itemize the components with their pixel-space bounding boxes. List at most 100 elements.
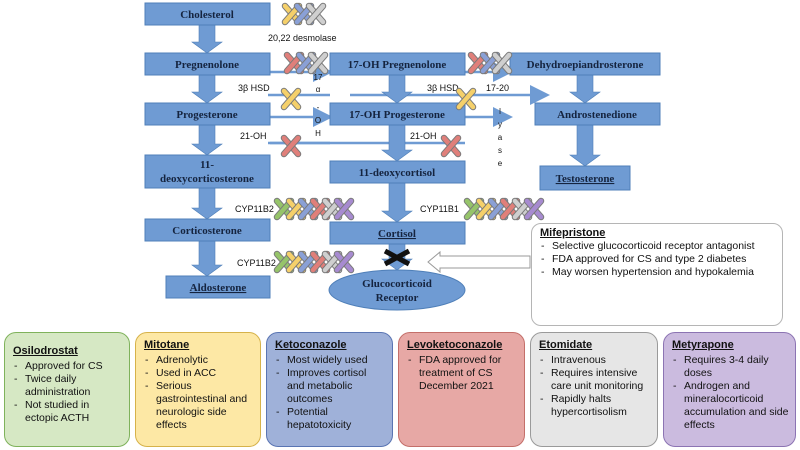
node-11-deoxycortisol xyxy=(329,160,466,184)
card-item: Improves cortisol and metabolic outcomes xyxy=(275,367,386,406)
mifepristone-item: May worsen hypertension and hypokalemia xyxy=(540,266,774,279)
arrow-pregnenolone-progesterone xyxy=(191,73,223,104)
card-levoketoconazole: Levoketoconazole FDA approved for treatm… xyxy=(398,332,525,447)
node-glucocorticoid-receptor xyxy=(328,269,466,311)
arrow-deoxycortisol-cortisol xyxy=(381,182,413,223)
node-testosterone xyxy=(539,165,631,191)
inhibition-x-etomidate xyxy=(307,51,329,75)
arrow-doc-corticosterone xyxy=(191,187,223,220)
card-item: Requires 3-4 daily doses xyxy=(672,354,789,380)
node-pregnenolone xyxy=(144,52,271,76)
enzyme-lyase-2: a xyxy=(498,133,503,142)
inhibition-x-mitotane xyxy=(455,87,477,111)
receptor-block-icon xyxy=(383,248,411,267)
card-ketoconazole: Ketoconazole Most widely used Improves c… xyxy=(266,332,393,447)
card-item: Rapidly halts hypercortisolism xyxy=(539,393,651,419)
node-deoxycorticosterone xyxy=(144,154,271,189)
enzyme-desmolase: 20,22 desmolase xyxy=(268,33,337,43)
node-17oh-pregnenolone xyxy=(329,52,466,76)
card-item: Intravenous xyxy=(539,354,651,367)
enzyme-17a-oh-0: 17 xyxy=(314,73,323,82)
node-deoxycorticosterone-label-1: 11- xyxy=(200,159,214,171)
enzyme-cyp11b2-a: CYP11B2 xyxy=(235,204,274,214)
card-title: Osilodrostat xyxy=(13,345,78,357)
inhibition-x-etomidate xyxy=(491,51,513,75)
node-cholesterol-label: Cholesterol xyxy=(180,9,234,21)
enzyme-3bhsd-right: 3β HSD xyxy=(427,83,459,93)
node-corticosterone xyxy=(144,218,271,242)
mifepristone-item: Selective glucocorticoid receptor antago… xyxy=(540,240,774,253)
card-etomidate: Etomidate Intravenous Requires intensive… xyxy=(530,332,658,447)
mifepristone-arrow xyxy=(427,250,531,274)
enzyme-cyp11b1: CYP11B1 xyxy=(420,204,459,214)
card-item: Most widely used xyxy=(275,354,386,367)
node-receptor-label-2: Receptor xyxy=(376,292,419,304)
card-title: Ketoconazole xyxy=(275,339,347,351)
mifepristone-callout: Mifepristone Selective glucocorticoid re… xyxy=(531,223,783,326)
node-corticosterone-label: Corticosterone xyxy=(172,225,242,237)
node-17oh-pregnenolone-label: 17-OH Pregnenolone xyxy=(348,59,447,71)
inhibition-x-metyrapone xyxy=(523,197,545,221)
arrow-cholesterol-pregnenolone xyxy=(191,23,223,54)
node-progesterone-label: Progesterone xyxy=(176,109,237,121)
card-item: Used in ACC xyxy=(144,367,254,380)
inhibition-x-levoketoconazole xyxy=(280,134,302,158)
inhibition-x-etomidate xyxy=(305,2,327,26)
node-cortisol-label: Cortisol xyxy=(378,228,416,240)
arrow-progesterone-doc xyxy=(191,123,223,156)
card-osilodrostat: Osilodrostat Approved for CS Twice daily… xyxy=(4,332,130,447)
card-title: Mitotane xyxy=(144,339,190,351)
arrow-androstenedione-testosterone xyxy=(569,123,601,167)
card-item: Twice daily administration xyxy=(13,373,123,399)
enzyme-21oh-left: 21-OH xyxy=(240,131,267,141)
card-item: Androgen and mineralocorticoid accumulat… xyxy=(672,380,789,432)
node-aldosterone-label: Aldosterone xyxy=(190,282,247,294)
arrow-17ohprog-deoxycortisol xyxy=(381,123,413,162)
enzyme-cyp11b2-b: CYP11B2 xyxy=(237,258,276,268)
node-aldosterone xyxy=(165,275,271,299)
node-androstenedione-label: Androstenedione xyxy=(557,109,637,121)
enzyme-lyase-4: e xyxy=(498,159,503,168)
inhibition-x-levoketoconazole xyxy=(440,134,462,158)
enzyme-lyase-3: s xyxy=(498,146,502,155)
card-item: Requires intensive care unit monitoring xyxy=(539,367,651,393)
node-17oh-progesterone-label: 17-OH Progesterone xyxy=(349,109,445,121)
inhibition-x-mitotane xyxy=(280,87,302,111)
card-title: Etomidate xyxy=(539,339,593,351)
card-mitotane: Mitotane Adrenolytic Used in ACC Serious… xyxy=(135,332,261,447)
card-title: Levoketoconazole xyxy=(407,339,503,351)
card-item: Not studied in ectopic ACTH xyxy=(13,399,123,425)
card-title: Metyrapone xyxy=(672,339,734,351)
card-item: Adrenolytic xyxy=(144,354,254,367)
arrow-dhea-androstenedione xyxy=(569,73,601,104)
node-pregnenolone-label: Pregnenolone xyxy=(175,59,239,71)
card-item: Approved for CS xyxy=(13,360,123,373)
mifepristone-title: Mifepristone xyxy=(540,227,606,239)
card-item: FDA approved for treatment of CS Decembe… xyxy=(407,354,518,393)
enzyme-lyase-1: y xyxy=(498,120,502,129)
node-dhea-label: Dehydroepiandrosterone xyxy=(527,59,644,71)
node-receptor-label-1: Glucocorticoid xyxy=(362,278,432,290)
enzyme-lyase-0: l xyxy=(499,107,501,116)
enzyme-17-20: 17-20 xyxy=(486,83,509,93)
node-17oh-progesterone xyxy=(329,102,466,126)
enzyme-17a-oh-1: α xyxy=(316,85,321,94)
enzyme-21oh-right: 21-OH xyxy=(410,131,437,141)
node-progesterone xyxy=(144,102,271,126)
enzyme-17a-oh-3: O xyxy=(315,116,321,125)
node-dhea xyxy=(509,52,661,76)
card-metyrapone: Metyrapone Requires 3-4 daily doses Andr… xyxy=(663,332,796,447)
node-deoxycorticosterone-label-2: deoxycorticosterone xyxy=(160,173,254,185)
enzyme-17a-oh-4: H xyxy=(315,129,321,138)
node-androstenedione xyxy=(534,102,661,126)
enzyme-17a-oh-2: - xyxy=(317,103,320,112)
node-cholesterol xyxy=(144,2,271,26)
node-11-deoxycortisol-label: 11-deoxycortisol xyxy=(359,167,435,179)
node-cortisol xyxy=(329,221,466,245)
inhibition-x-metyrapone xyxy=(333,197,355,221)
mifepristone-item: FDA approved for CS and type 2 diabetes xyxy=(540,253,774,266)
arrow-17ohpreg-17ohprog xyxy=(381,73,413,104)
card-item: Potential hepatotoxicity xyxy=(275,406,386,432)
enzyme-3bhsd-left: 3β HSD xyxy=(238,83,270,93)
